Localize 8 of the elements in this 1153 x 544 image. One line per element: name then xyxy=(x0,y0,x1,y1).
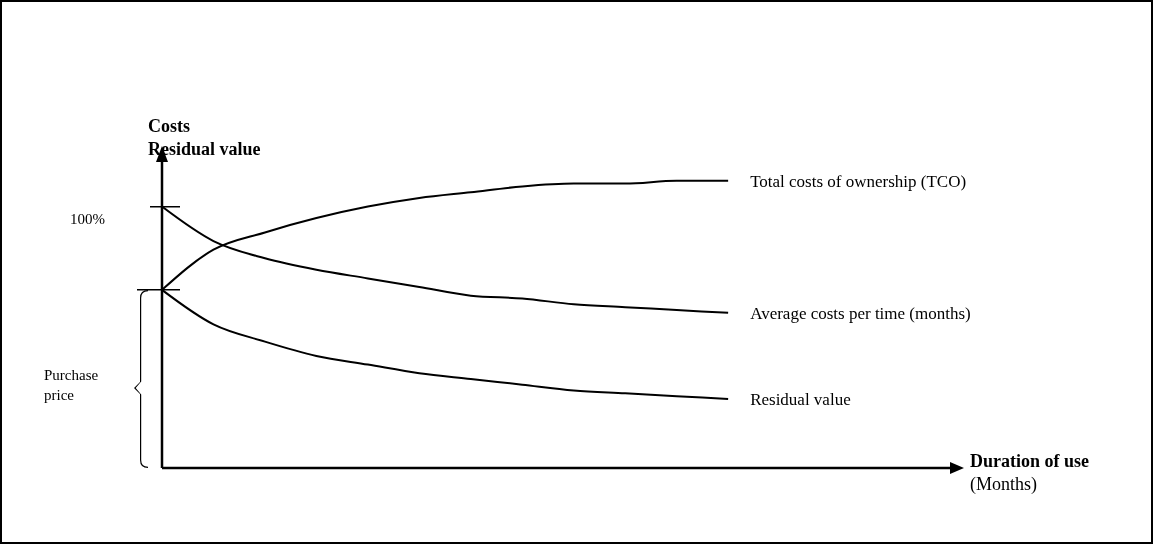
text: Duration of use xyxy=(970,451,1090,471)
text: 100% xyxy=(70,211,105,227)
series-label: Average costs per time (months) xyxy=(750,303,971,323)
text: Purchase price xyxy=(44,367,99,403)
series-label: Total costs of ownership (TCO) xyxy=(750,171,967,191)
series-label: Residual value xyxy=(750,390,851,410)
y-axis-title: Costs Residual value xyxy=(148,116,261,159)
text: (Months) xyxy=(970,474,1037,495)
